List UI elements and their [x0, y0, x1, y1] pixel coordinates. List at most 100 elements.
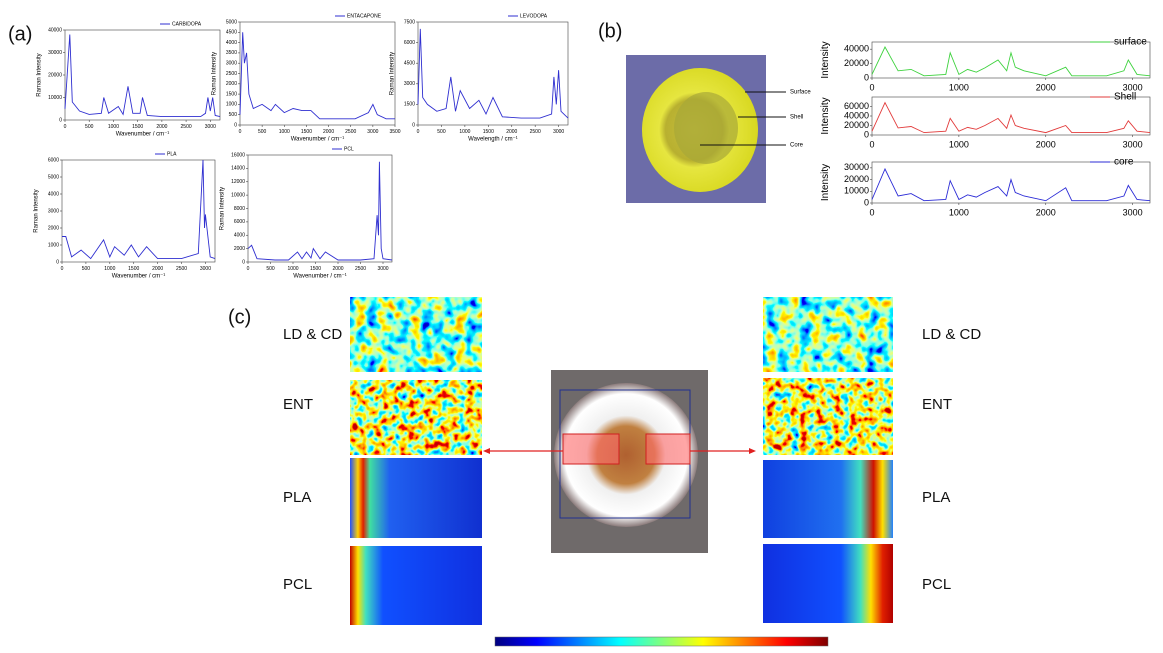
legend-label: PCL [344, 146, 354, 152]
spectrum-line [871, 46, 1151, 77]
y-axis-label: Intensity [820, 97, 831, 134]
legend-label: Shell [1114, 92, 1136, 103]
x-tick-label: 1000 [949, 139, 969, 149]
x-tick-label: 1000 [459, 129, 470, 135]
x-tick-label: 1000 [108, 124, 119, 130]
y-tick-label: 5000 [226, 19, 237, 25]
map-label: PLA [283, 489, 311, 506]
y-tick-label: 1500 [226, 91, 237, 97]
y-axis-label: Raman Intensity [390, 52, 396, 95]
legend-label: surface [1114, 37, 1147, 48]
x-tick-label: 0 [417, 129, 420, 135]
y-tick-label: 1000 [226, 102, 237, 108]
x-axis-label: Wavenumber / cm⁻¹ [293, 274, 347, 280]
sample-photo [626, 55, 786, 203]
y-tick-label: 0 [864, 129, 869, 139]
panel-label: (c) [228, 306, 251, 328]
y-tick-label: 6000 [234, 219, 245, 225]
map-label: PLA [922, 489, 950, 506]
x-tick-label: 500 [85, 124, 94, 130]
x-tick-label: 3000 [367, 129, 378, 135]
plot-frame [247, 154, 393, 263]
plot-frame [239, 21, 396, 126]
plot-frame [417, 21, 569, 126]
y-tick-label: 0 [234, 122, 237, 128]
x-axis-label: Wavenumber / cm⁻¹ [116, 132, 170, 138]
y-tick-label: 4000 [226, 40, 237, 46]
x-axis-label: Wavelength / cm⁻¹ [468, 137, 518, 143]
x-tick-label: 2500 [530, 129, 541, 135]
x-tick-label: 3000 [377, 266, 388, 272]
x-tick-label: 3000 [200, 266, 211, 272]
plot-frame [64, 29, 221, 121]
x-tick-label: 2000 [332, 266, 343, 272]
legend-label: PLA [167, 151, 177, 157]
spectrum-line [871, 101, 1151, 134]
spectrum-line [64, 34, 221, 118]
x-tick-label: 1000 [104, 266, 115, 272]
x-tick-label: 0 [61, 266, 64, 272]
y-tick-label: 2000 [226, 81, 237, 87]
y-axis-label: Raman Intensity [34, 189, 40, 232]
x-tick-label: 1000 [287, 266, 298, 272]
x-tick-label: 0 [869, 207, 874, 217]
x-tick-label: 500 [266, 266, 275, 272]
y-tick-label: 14000 [231, 166, 245, 172]
x-tick-label: 2000 [323, 129, 334, 135]
x-tick-label: 1500 [483, 129, 494, 135]
x-tick-label: 0 [869, 82, 874, 92]
x-tick-label: 2500 [345, 129, 356, 135]
x-tick-label: 2500 [176, 266, 187, 272]
x-tick-label: 3500 [389, 129, 400, 135]
x-tick-label: 2000 [1036, 82, 1056, 92]
x-tick-label: 0 [64, 124, 67, 130]
y-tick-label: 30000 [844, 162, 869, 172]
x-tick-label: 500 [258, 129, 267, 135]
y-tick-label: 4500 [226, 30, 237, 36]
y-tick-label: 12000 [231, 179, 245, 185]
x-axis-label: Wavenumber / cm⁻¹ [112, 274, 166, 280]
y-tick-label: 0 [864, 197, 869, 207]
photo-label: Shell [790, 115, 803, 121]
plot-frame [61, 159, 216, 263]
y-tick-label: 4000 [48, 191, 59, 197]
y-tick-label: 1000 [48, 242, 59, 248]
spectrum-line [239, 32, 395, 120]
map-label: PCL [922, 576, 951, 593]
y-tick-label: 8000 [234, 206, 245, 212]
y-tick-label: 0 [59, 117, 62, 123]
y-tick-label: 500 [229, 112, 238, 118]
panel-label: (a) [8, 23, 32, 45]
photo-label: Core [790, 143, 804, 149]
x-tick-label: 2000 [506, 129, 517, 135]
y-tick-label: 20000 [844, 120, 869, 130]
map-label: LD & CD [922, 326, 981, 343]
y-axis-label: Intensity [820, 164, 831, 201]
y-tick-label: 4500 [404, 61, 415, 67]
y-tick-label: 2000 [234, 246, 245, 252]
y-tick-label: 40000 [844, 110, 869, 120]
plot-frame [871, 161, 1151, 204]
y-tick-label: 0 [864, 72, 869, 82]
x-tick-label: 1500 [310, 266, 321, 272]
y-tick-label: 3000 [48, 208, 59, 214]
x-tick-label: 1000 [949, 207, 969, 217]
x-tick-label: 0 [239, 129, 242, 135]
x-tick-label: 1000 [949, 82, 969, 92]
x-tick-label: 1500 [128, 266, 139, 272]
y-tick-label: 3000 [226, 61, 237, 67]
map-label: PCL [283, 576, 312, 593]
photo-label: Surface [790, 90, 811, 96]
spectrum-line [247, 161, 393, 261]
y-tick-label: 3500 [226, 50, 237, 56]
x-tick-label: 2000 [156, 124, 167, 130]
x-tick-label: 3000 [1123, 207, 1143, 217]
y-tick-label: 6000 [48, 157, 59, 163]
y-axis-label: Raman Intensity [212, 52, 218, 95]
y-tick-label: 7500 [404, 19, 415, 25]
y-tick-label: 20000 [844, 58, 869, 68]
y-tick-label: 5000 [48, 174, 59, 180]
y-tick-label: 16000 [231, 152, 245, 158]
spectrum-line [417, 28, 569, 119]
